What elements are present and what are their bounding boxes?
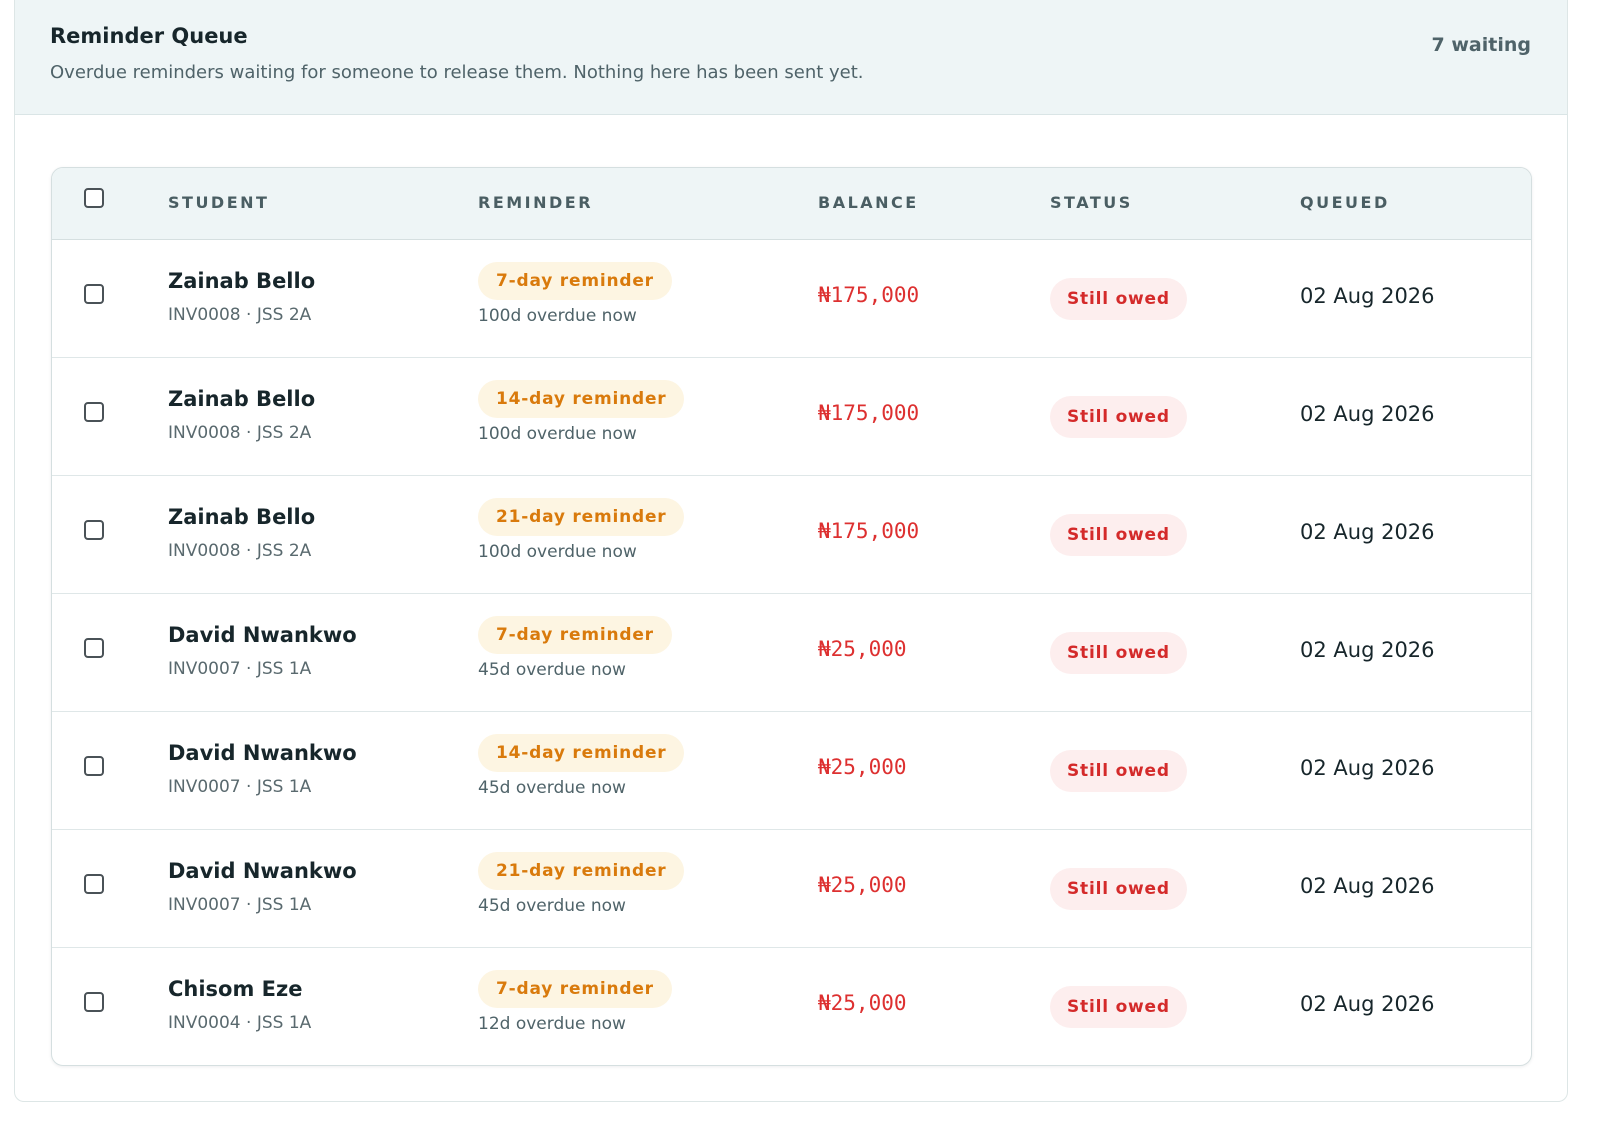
student-name: David Nwankwo [168,859,357,883]
reminder-queue-panel: Reminder Queue Overdue reminders waiting… [14,0,1568,1102]
reminder-type-badge: 14-day reminder [478,380,685,418]
overdue-days-label: 12d overdue now [478,1014,626,1034]
status-badge: Still owed [1050,278,1187,320]
queued-date: 02 Aug 2026 [1300,992,1435,1016]
invoice-class-label: INV0007 · JSS 1A [168,895,312,915]
overdue-days-label: 100d overdue now [478,306,637,326]
balance-amount: ₦25,000 [818,755,907,779]
row-select-checkbox[interactable] [84,520,104,540]
reminder-type-badge: 7-day reminder [478,616,672,654]
queued-date: 02 Aug 2026 [1300,402,1435,426]
overdue-days-label: 45d overdue now [478,896,626,916]
overdue-days-label: 45d overdue now [478,660,626,680]
table-row[interactable]: Chisom Eze INV0004 · JSS 1A 7-day remind… [52,948,1531,1065]
overdue-days-label: 100d overdue now [478,424,637,444]
student-name: Zainab Bello [168,505,316,529]
column-header-student[interactable]: STUDENT [168,193,270,212]
column-header-queued[interactable]: QUEUED [1300,193,1390,212]
reminder-type-badge: 7-day reminder [478,970,672,1008]
status-badge: Still owed [1050,750,1187,792]
balance-amount: ₦175,000 [818,401,920,425]
student-name: Zainab Bello [168,269,316,293]
balance-amount: ₦25,000 [818,637,907,661]
queued-date: 02 Aug 2026 [1300,638,1435,662]
page-subtitle: Overdue reminders waiting for someone to… [50,62,864,83]
reminder-table: STUDENT REMINDER BALANCE STATUS QUEUED Z… [51,167,1532,1066]
balance-amount: ₦25,000 [818,873,907,897]
balance-amount: ₦175,000 [818,283,920,307]
table-row[interactable]: Zainab Bello INV0008 · JSS 2A 14-day rem… [52,358,1531,476]
reminder-type-badge: 14-day reminder [478,734,685,772]
column-header-reminder[interactable]: REMINDER [478,193,594,212]
row-select-checkbox[interactable] [84,756,104,776]
table-row[interactable]: Zainab Bello INV0008 · JSS 2A 21-day rem… [52,476,1531,594]
status-badge: Still owed [1050,868,1187,910]
page-title: Reminder Queue [50,24,248,48]
row-select-checkbox[interactable] [84,874,104,894]
table-row[interactable]: David Nwankwo INV0007 · JSS 1A 21-day re… [52,830,1531,948]
overdue-days-label: 45d overdue now [478,778,626,798]
table-row[interactable]: David Nwankwo INV0007 · JSS 1A 14-day re… [52,712,1531,830]
reminder-type-badge: 21-day reminder [478,852,685,890]
invoice-class-label: INV0008 · JSS 2A [168,423,312,443]
reminder-type-badge: 21-day reminder [478,498,685,536]
reminder-type-badge: 7-day reminder [478,262,672,300]
balance-amount: ₦25,000 [818,991,907,1015]
table-row[interactable]: David Nwankwo INV0007 · JSS 1A 7-day rem… [52,594,1531,712]
column-header-balance[interactable]: BALANCE [818,193,919,212]
status-badge: Still owed [1050,396,1187,438]
invoice-class-label: INV0007 · JSS 1A [168,659,312,679]
row-select-checkbox[interactable] [84,638,104,658]
invoice-class-label: INV0008 · JSS 2A [168,305,312,325]
queued-date: 02 Aug 2026 [1300,284,1435,308]
table-row[interactable]: Zainab Bello INV0008 · JSS 2A 7-day remi… [52,240,1531,358]
select-all-checkbox[interactable] [84,188,104,208]
student-name: Chisom Eze [168,977,303,1001]
invoice-class-label: INV0004 · JSS 1A [168,1013,312,1033]
panel-header: Reminder Queue Overdue reminders waiting… [15,0,1567,115]
column-header-status[interactable]: STATUS [1050,193,1133,212]
student-name: David Nwankwo [168,741,357,765]
status-badge: Still owed [1050,514,1187,556]
queued-date: 02 Aug 2026 [1300,874,1435,898]
student-name: Zainab Bello [168,387,316,411]
invoice-class-label: INV0007 · JSS 1A [168,777,312,797]
row-select-checkbox[interactable] [84,992,104,1012]
table-header: STUDENT REMINDER BALANCE STATUS QUEUED [52,168,1531,240]
row-select-checkbox[interactable] [84,402,104,422]
queued-date: 02 Aug 2026 [1300,756,1435,780]
overdue-days-label: 100d overdue now [478,542,637,562]
balance-amount: ₦175,000 [818,519,920,543]
waiting-count-badge: 7 waiting [1431,34,1531,56]
student-name: David Nwankwo [168,623,357,647]
status-badge: Still owed [1050,632,1187,674]
invoice-class-label: INV0008 · JSS 2A [168,541,312,561]
row-select-checkbox[interactable] [84,284,104,304]
queued-date: 02 Aug 2026 [1300,520,1435,544]
status-badge: Still owed [1050,986,1187,1028]
